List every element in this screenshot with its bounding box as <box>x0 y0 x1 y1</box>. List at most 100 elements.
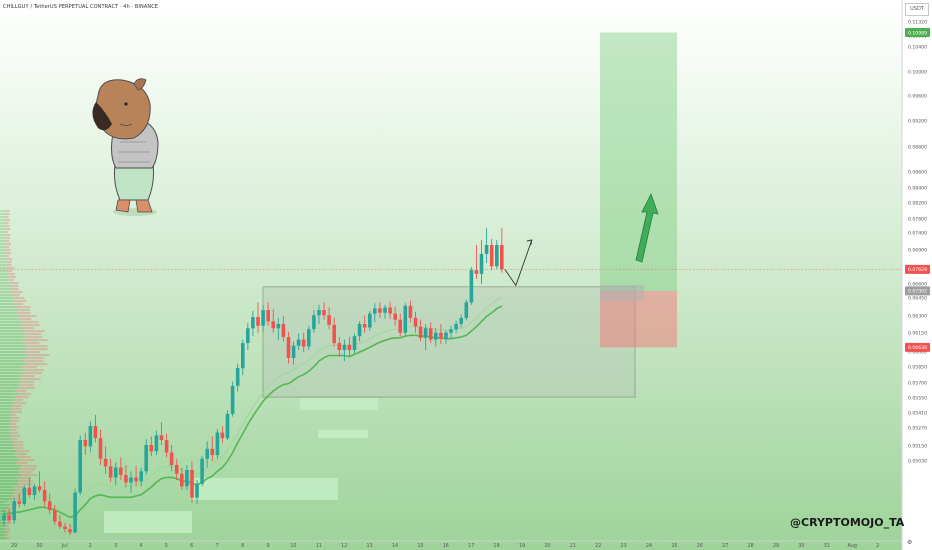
volume-profile-bar-down <box>4 231 8 234</box>
volume-profile-bar-down <box>6 258 13 261</box>
candle-body <box>27 487 32 495</box>
volume-profile-bar-up <box>0 498 12 501</box>
volume-profile-bar-up <box>0 234 6 237</box>
candle-body <box>149 445 154 452</box>
volume-profile-bar-up <box>0 372 24 375</box>
volume-profile-bar-up <box>0 249 6 252</box>
volume-profile-bar-down <box>16 393 31 396</box>
x-tick-label: 10 <box>290 543 296 549</box>
candle-body <box>347 344 352 350</box>
x-tick-label: 15 <box>417 543 423 549</box>
volume-profile-bar-up <box>0 471 18 474</box>
candle-body <box>484 245 489 254</box>
candle-body <box>7 515 11 521</box>
volume-profile-bar-down <box>10 432 19 435</box>
volume-profile-bar-down <box>16 312 31 315</box>
candle-body <box>88 426 93 447</box>
volume-profile-bar-up <box>0 537 6 540</box>
volume-profile-bar-down <box>19 387 36 390</box>
volume-profile-bar-down <box>21 321 39 324</box>
settings-icon[interactable]: ⚙ <box>907 540 913 546</box>
x-tick-label: 31 <box>824 543 830 549</box>
candle-body <box>281 324 286 337</box>
volume-profile-bar-up <box>0 285 10 288</box>
volume-profile-bar-down <box>17 456 31 459</box>
volume-profile-bar-down <box>11 435 21 438</box>
volume-profile <box>0 210 50 540</box>
x-tick-label: 29 <box>773 543 779 549</box>
volume-profile-bar-up <box>0 276 9 279</box>
volume-profile-bar-down <box>11 405 22 408</box>
volume-profile-bar-down <box>6 261 12 264</box>
volume-profile-bar-up <box>0 510 7 513</box>
price-badge-label: 0.10989 <box>908 30 927 36</box>
volume-profile-bar-down <box>22 378 41 381</box>
volume-profile-bar-down <box>10 426 20 429</box>
volume-profile-bar-down <box>18 327 35 330</box>
volume-profile-bar-down <box>17 477 31 480</box>
candle-body <box>17 501 21 504</box>
y-tick-label: 0.09600 <box>908 94 927 100</box>
volume-profile-bar-down <box>17 471 33 474</box>
currency-label[interactable]: USDT <box>905 3 929 16</box>
volume-profile-bar-up <box>0 222 5 225</box>
volume-profile-bar-up <box>0 378 23 381</box>
candle-body <box>42 490 47 502</box>
x-tick-label: 16 <box>443 543 449 549</box>
volume-profile-bar-up <box>0 468 20 471</box>
volume-profile-bar-up <box>0 441 13 444</box>
volume-profile-bar-down <box>26 345 48 348</box>
x-tick-label: Aug <box>848 543 857 549</box>
volume-profile-bar-down <box>5 213 10 216</box>
candlestick-series <box>2 228 504 535</box>
volume-profile-bar-up <box>0 294 11 297</box>
candle-body <box>428 328 433 340</box>
volume-profile-bar-down <box>15 489 29 492</box>
volume-profile-bar-down <box>10 294 20 297</box>
candle-body <box>241 343 245 369</box>
candle-body <box>164 440 169 453</box>
candle-body <box>124 475 128 483</box>
volume-profile-bar-down <box>5 225 10 228</box>
price-badge-label: 0.07302 <box>908 289 927 295</box>
volume-profile-bar-down <box>12 291 23 294</box>
volume-profile-bar-down <box>8 423 16 426</box>
volume-profile-bar-up <box>0 348 27 351</box>
price-badge <box>905 28 930 37</box>
volume-profile-bar-up <box>0 318 18 321</box>
volume-profile-bar-up <box>0 216 5 219</box>
volume-profile-bar-down <box>12 303 23 306</box>
volume-profile-bar-up <box>0 375 19 378</box>
candle-body <box>195 483 199 498</box>
candle-body <box>307 329 311 347</box>
volume-profile-bar-up <box>0 228 6 231</box>
volume-profile-bar-down <box>12 441 24 444</box>
volume-profile-bar-down <box>8 273 15 276</box>
candle-body <box>464 302 469 318</box>
volume-profile-bar-up <box>0 288 11 291</box>
x-tick-label: 20 <box>544 543 550 549</box>
volume-profile-bar-up <box>0 426 11 429</box>
volume-profile-bar-up <box>0 327 19 330</box>
volume-profile-bar-up <box>0 405 12 408</box>
volume-profile-bar-up <box>0 402 15 405</box>
candle-body <box>169 452 174 465</box>
volume-profile-bar-up <box>0 363 27 366</box>
x-tick-label: 30 <box>36 543 42 549</box>
volume-profile-bar-down <box>15 396 29 399</box>
volume-profile-bar-down <box>17 483 33 486</box>
bullish-arrow-icon <box>635 192 659 263</box>
candle-body <box>98 438 103 459</box>
candle-body <box>103 458 108 467</box>
x-tick-label: 21 <box>570 543 576 549</box>
candle-body <box>312 315 316 330</box>
volume-profile-bar-down <box>9 429 17 432</box>
volume-profile-bar-down <box>5 234 11 237</box>
x-tick-label: 14 <box>392 543 398 549</box>
volume-profile-bar-up <box>0 396 16 399</box>
x-tick-label: 27 <box>722 543 728 549</box>
volume-profile-bar-up <box>0 534 5 537</box>
y-tick-label: 0.07800 <box>908 217 927 223</box>
candle-body <box>362 324 367 328</box>
